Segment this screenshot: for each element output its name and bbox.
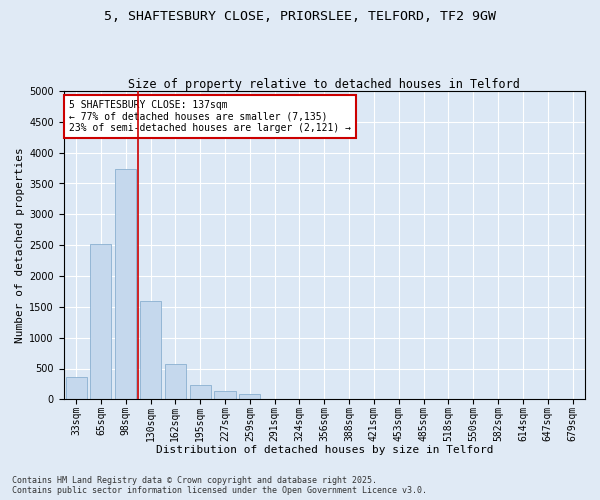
- X-axis label: Distribution of detached houses by size in Telford: Distribution of detached houses by size …: [155, 445, 493, 455]
- Text: 5 SHAFTESBURY CLOSE: 137sqm
← 77% of detached houses are smaller (7,135)
23% of : 5 SHAFTESBURY CLOSE: 137sqm ← 77% of det…: [69, 100, 351, 134]
- Bar: [239, 394, 260, 400]
- Bar: [190, 385, 211, 400]
- Bar: [65, 376, 86, 400]
- Title: Size of property relative to detached houses in Telford: Size of property relative to detached ho…: [128, 78, 520, 91]
- Bar: [140, 300, 161, 400]
- Bar: [165, 364, 186, 400]
- Bar: [91, 244, 112, 400]
- Bar: [115, 170, 136, 400]
- Text: 5, SHAFTESBURY CLOSE, PRIORSLEE, TELFORD, TF2 9GW: 5, SHAFTESBURY CLOSE, PRIORSLEE, TELFORD…: [104, 10, 496, 23]
- Bar: [214, 391, 236, 400]
- Text: Contains HM Land Registry data © Crown copyright and database right 2025.
Contai: Contains HM Land Registry data © Crown c…: [12, 476, 427, 495]
- Y-axis label: Number of detached properties: Number of detached properties: [15, 148, 25, 343]
